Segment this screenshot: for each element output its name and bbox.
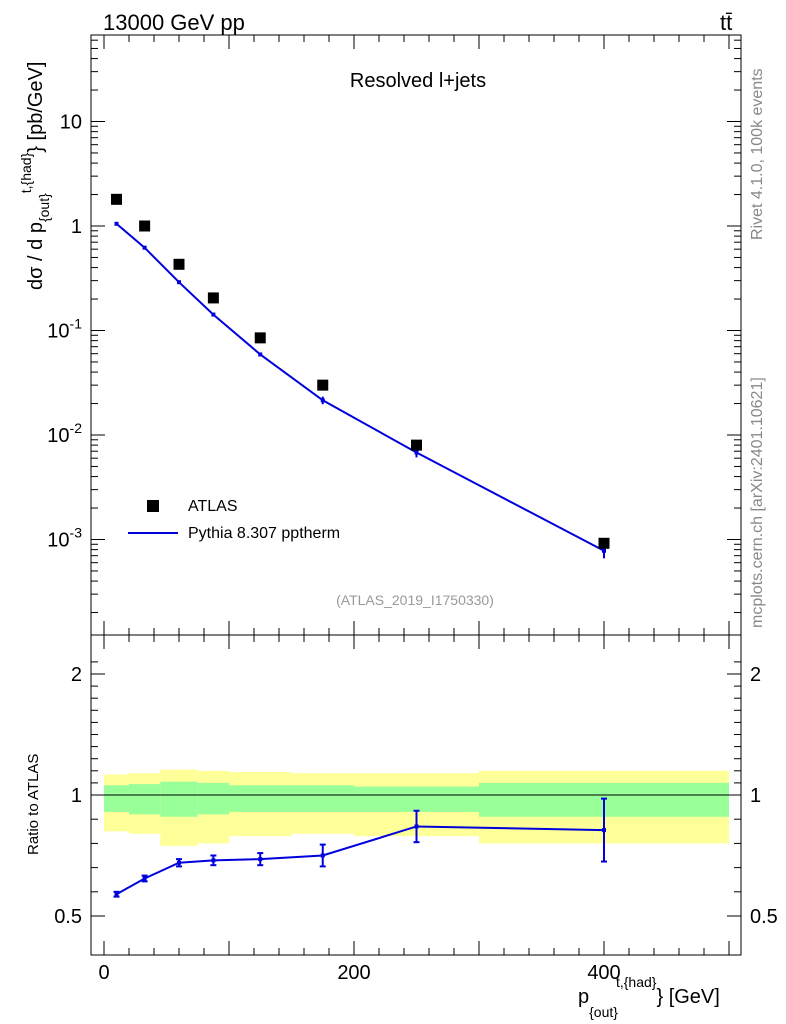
atlas-point (207, 292, 219, 304)
ratio-point (320, 853, 325, 858)
rivet-label: Rivet 4.1.0, 100k events (749, 68, 766, 240)
x-tick-label: 400 (587, 962, 620, 984)
band-inner (160, 781, 198, 817)
atlas-point (254, 332, 266, 344)
pythia-line (115, 223, 605, 552)
pythia-point (114, 221, 119, 226)
pythia-point (258, 352, 263, 357)
atlas-point (598, 537, 610, 549)
atlas-point (317, 379, 329, 391)
analysis-label: (ATLAS_2019_I1750330) (336, 592, 494, 608)
pythia-point (602, 548, 606, 553)
main-frame (90, 34, 742, 636)
legend-pythia-label: Pythia 8.307 pptherm (188, 525, 340, 542)
band-inner (291, 785, 354, 812)
y-tick-label: 10-1 (47, 316, 82, 343)
legend: ATLAS Pythia 8.307 pptherm (128, 498, 340, 542)
ratio-frame (90, 634, 742, 956)
ratio-point (602, 828, 606, 833)
ratio-point (114, 892, 119, 897)
chart-title: Resolved l+jets (350, 70, 486, 92)
band-inner (197, 782, 229, 815)
main-panel: 10-3 10-2 10-1 1 10 (47, 35, 741, 635)
ratio-y-tick-label: 2 (71, 664, 82, 686)
legend-atlas-marker (147, 500, 159, 512)
y-tick-label: 10-2 (47, 420, 82, 447)
ratio-y-tick-label: 0.5 (54, 906, 82, 928)
band-inner (229, 785, 292, 812)
atlas-point (173, 258, 185, 270)
svg-text:dσ / d p{out}t,{had}} [pb/GeV]: dσ / d p{out}t,{had}} [pb/GeV] (18, 62, 52, 290)
y-tick-label: 10 (60, 112, 82, 134)
ratio-y-tick-label-right: 1 (750, 785, 761, 807)
legend-atlas-label: ATLAS (188, 498, 238, 515)
y-tick-label: 10-3 (47, 525, 82, 552)
ratio-point (414, 824, 419, 829)
ratio-y-tick-label-right: 2 (750, 664, 761, 686)
band-inner (354, 786, 479, 812)
y-tick-label: 1 (71, 216, 82, 238)
band-inner (104, 785, 129, 812)
x-axis-label: p{out}t,{had}} [GeV] (578, 974, 720, 1020)
mcplots-label: mcplots.cern.ch [arXiv:2401.10621] (749, 377, 766, 628)
atlas-point (139, 220, 151, 232)
svg-text:p{out}t,{had}} [GeV]: p{out}t,{had}} [GeV] (578, 974, 720, 1020)
ratio-point (142, 876, 147, 881)
pythia-point (414, 450, 419, 455)
band-inner (129, 784, 161, 815)
ratio-line (116, 825, 605, 896)
ratio-y-tick-label-right: 0.5 (750, 906, 778, 928)
y-axis-label: dσ / d p{out}t,{had}} [pb/GeV] (18, 62, 52, 290)
pythia-point (177, 280, 181, 285)
x-tick-label: 0 (98, 962, 109, 984)
ratio-y-tick-label: 1 (71, 785, 82, 807)
ratio-panel: 0 200 400 0.5 0.5 1 1 2 2 (54, 635, 778, 984)
ratio-y-label: Ratio to ATLAS (25, 754, 42, 855)
pythia-point (211, 312, 216, 317)
x-tick-label: 200 (337, 962, 370, 984)
energy-label: 13000 GeV pp (103, 10, 245, 35)
atlas-point (411, 439, 422, 451)
ratio-point (258, 857, 263, 862)
ratio-point (177, 860, 181, 865)
pythia-point (142, 245, 147, 250)
pythia-point (320, 398, 325, 403)
process-label: tt̄ (720, 10, 732, 35)
ratio-point (211, 858, 216, 863)
atlas-point (111, 193, 122, 205)
